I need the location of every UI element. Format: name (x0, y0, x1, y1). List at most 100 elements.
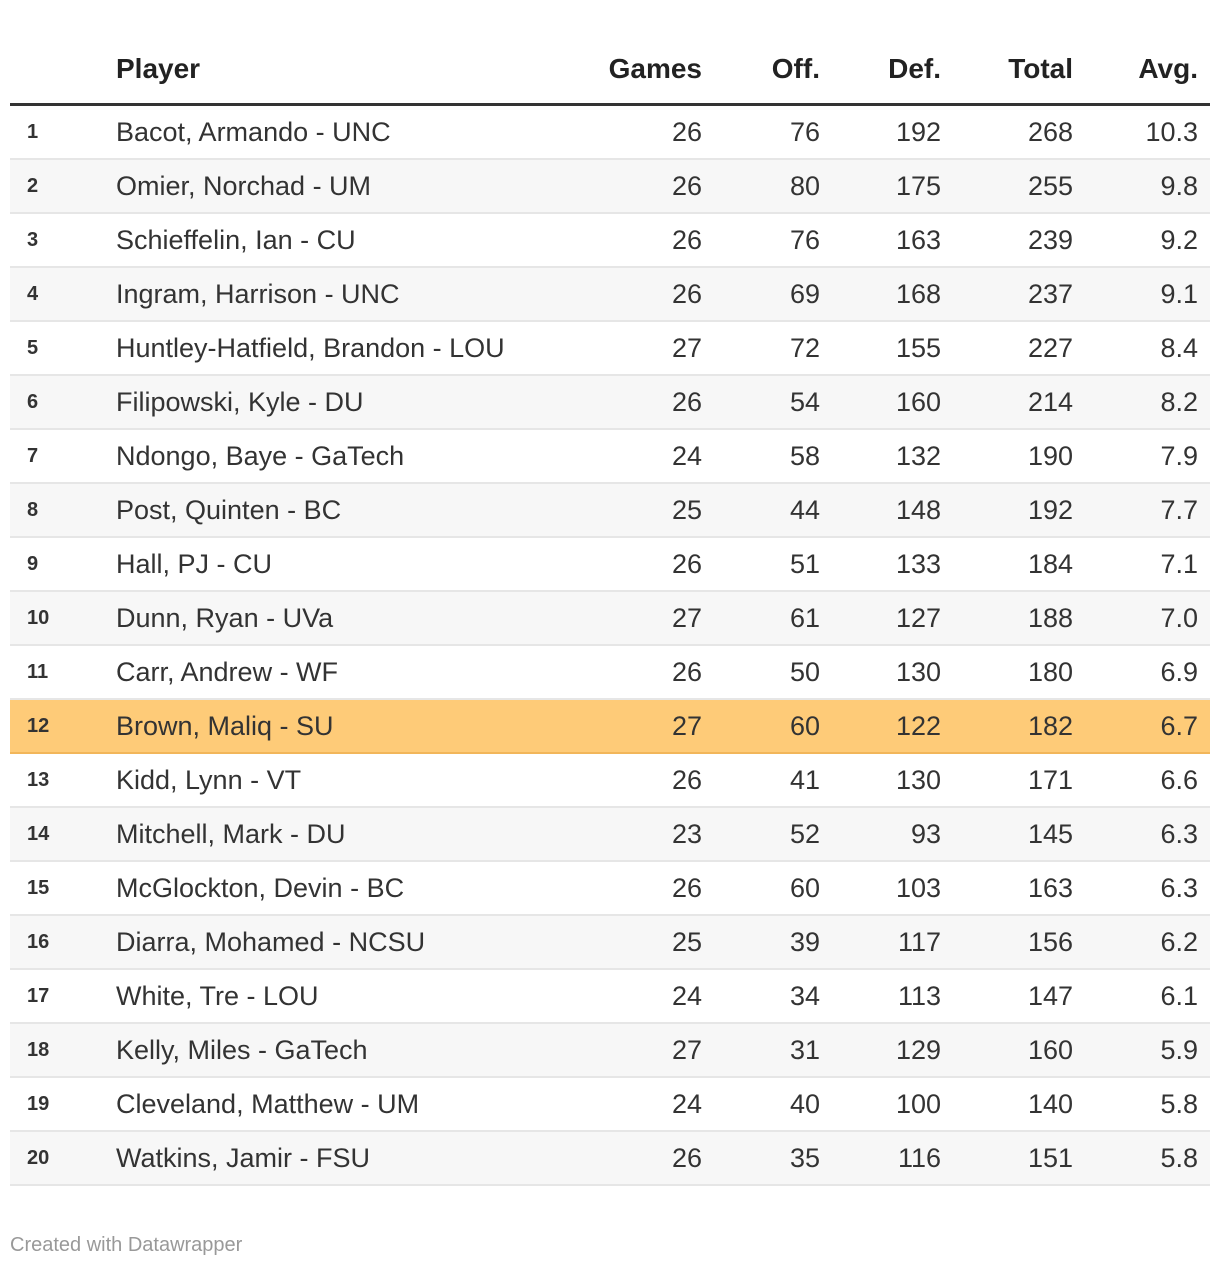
stats-table: Player Games Off. Def. Total Avg. 1 Bacot… (10, 30, 1210, 1186)
player-cell: Watkins, Jamir - FSU (116, 1142, 371, 1173)
header-games[interactable]: Games (608, 53, 702, 84)
total-cell: 160 (1027, 1034, 1073, 1065)
table-row: 12 Brown, Maliq - SU 27 60 122 182 6.7 (10, 700, 1210, 754)
player-cell: Post, Quinten - BC (116, 494, 342, 525)
header-player[interactable]: Player (116, 53, 201, 84)
avg-cell: 6.6 (1160, 764, 1198, 795)
total-cell: 188 (1027, 602, 1073, 633)
def-cell: 160 (895, 386, 941, 417)
games-cell: 26 (671, 548, 702, 579)
games-cell: 24 (671, 1088, 702, 1119)
def-cell: 129 (895, 1034, 941, 1065)
header-avg[interactable]: Avg. (1138, 53, 1198, 84)
player-cell: Carr, Andrew - WF (116, 656, 339, 687)
off-cell: 61 (789, 602, 820, 633)
avg-cell: 6.7 (1160, 710, 1198, 741)
header-def[interactable]: Def. (888, 53, 941, 84)
avg-cell: 5.9 (1160, 1034, 1198, 1065)
def-cell: 175 (895, 170, 941, 201)
total-cell: 268 (1027, 116, 1073, 147)
rank-cell: 1 (27, 120, 39, 143)
off-cell: 60 (789, 710, 820, 741)
def-cell: 130 (895, 764, 941, 795)
avg-cell: 6.9 (1160, 656, 1198, 687)
rank-cell: 9 (27, 552, 39, 575)
off-cell: 34 (789, 980, 820, 1011)
total-cell: 214 (1027, 386, 1073, 417)
total-cell: 182 (1027, 710, 1073, 741)
header-off[interactable]: Off. (771, 53, 820, 84)
off-cell: 58 (789, 440, 820, 471)
games-cell: 25 (671, 926, 702, 957)
off-cell: 80 (789, 170, 820, 201)
table-row: 14 Mitchell, Mark - DU 23 52 93 145 6.3 (10, 808, 1210, 862)
avg-cell: 10.3 (1145, 116, 1198, 147)
player-cell: Cleveland, Matthew - UM (116, 1088, 420, 1119)
total-cell: 171 (1027, 764, 1073, 795)
def-cell: 113 (897, 980, 941, 1011)
def-cell: 130 (895, 656, 941, 687)
rank-cell: 4 (27, 282, 39, 305)
games-cell: 24 (671, 440, 702, 471)
def-cell: 127 (895, 602, 941, 633)
def-cell: 93 (910, 818, 941, 849)
table-row: 17 White, Tre - LOU 24 34 113 147 6.1 (10, 970, 1210, 1024)
rank-cell: 13 (27, 768, 50, 791)
rank-cell: 3 (27, 228, 39, 251)
off-cell: 69 (789, 278, 820, 309)
games-cell: 27 (671, 332, 702, 363)
games-cell: 25 (671, 494, 702, 525)
avg-cell: 7.0 (1160, 602, 1198, 633)
table-row: 9 Hall, PJ - CU 26 51 133 184 7.1 (10, 538, 1210, 592)
total-cell: 192 (1027, 494, 1073, 525)
table-row: 15 McGlockton, Devin - BC 26 60 103 163 6.3 (10, 862, 1210, 916)
games-cell: 26 (671, 116, 702, 147)
header-total[interactable]: Total (1008, 53, 1073, 84)
def-cell: 163 (895, 224, 941, 255)
avg-cell: 6.2 (1160, 926, 1198, 957)
avg-cell: 7.1 (1160, 548, 1198, 579)
player-cell: Filipowski, Kyle - DU (116, 386, 364, 417)
off-cell: 52 (789, 818, 820, 849)
games-cell: 24 (671, 980, 702, 1011)
def-cell: 100 (895, 1088, 941, 1119)
rank-cell: 14 (27, 822, 50, 845)
def-cell: 155 (895, 332, 941, 363)
player-cell: Kidd, Lynn - VT (116, 764, 302, 795)
rank-cell: 5 (27, 336, 39, 359)
avg-cell: 7.7 (1160, 494, 1198, 525)
def-cell: 133 (895, 548, 941, 579)
table-body: 1 Bacot, Armando - UNC 26 76 192 268 10.3 2 Omie… (10, 106, 1210, 1186)
table-row: 3 Schieffelin, Ian - CU 26 76 163 239 9.2 (10, 214, 1210, 268)
player-cell: Ndongo, Baye - GaTech (116, 440, 405, 471)
def-cell: 192 (895, 116, 941, 147)
rank-cell: 18 (27, 1038, 50, 1061)
avg-cell: 9.8 (1160, 170, 1198, 201)
rank-cell: 12 (27, 714, 50, 737)
avg-cell: 6.3 (1160, 818, 1198, 849)
player-cell: Ingram, Harrison - UNC (116, 278, 400, 309)
games-cell: 27 (671, 1034, 702, 1065)
total-cell: 239 (1027, 224, 1073, 255)
total-cell: 145 (1027, 818, 1073, 849)
table-row: 8 Post, Quinten - BC 25 44 148 192 7.7 (10, 484, 1210, 538)
total-cell: 156 (1027, 926, 1073, 957)
player-cell: Bacot, Armando - UNC (116, 116, 391, 147)
off-cell: 50 (789, 656, 820, 687)
games-cell: 26 (671, 656, 702, 687)
player-cell: Schieffelin, Ian - CU (116, 224, 356, 255)
games-cell: 26 (671, 764, 702, 795)
rank-cell: 7 (27, 444, 39, 467)
off-cell: 44 (789, 494, 820, 525)
games-cell: 26 (671, 872, 702, 903)
table-row: 13 Kidd, Lynn - VT 26 41 130 171 6.6 (10, 754, 1210, 808)
datawrapper-credit[interactable]: Created with Datawrapper (10, 1234, 243, 1256)
off-cell: 76 (789, 224, 820, 255)
avg-cell: 5.8 (1160, 1088, 1198, 1119)
avg-cell: 9.2 (1160, 224, 1198, 255)
off-cell: 60 (789, 872, 820, 903)
def-cell: 148 (895, 494, 941, 525)
table-header: Player Games Off. Def. Total Avg. (10, 30, 1210, 106)
player-cell: Brown, Maliq - SU (116, 710, 334, 741)
avg-cell: 7.9 (1160, 440, 1198, 471)
